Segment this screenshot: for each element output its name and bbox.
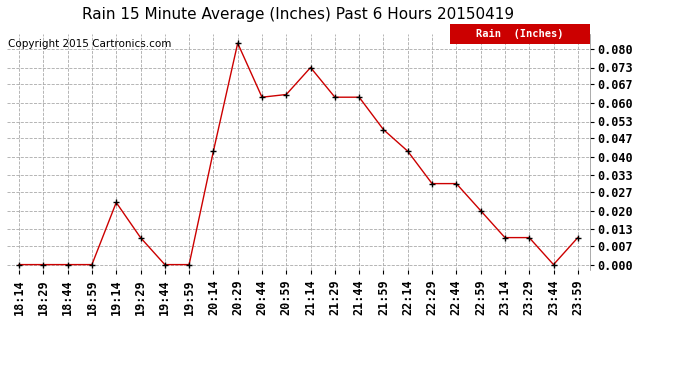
Text: Copyright 2015 Cartronics.com: Copyright 2015 Cartronics.com: [8, 39, 172, 50]
Title: Rain 15 Minute Average (Inches) Past 6 Hours 20150419: Rain 15 Minute Average (Inches) Past 6 H…: [82, 7, 515, 22]
